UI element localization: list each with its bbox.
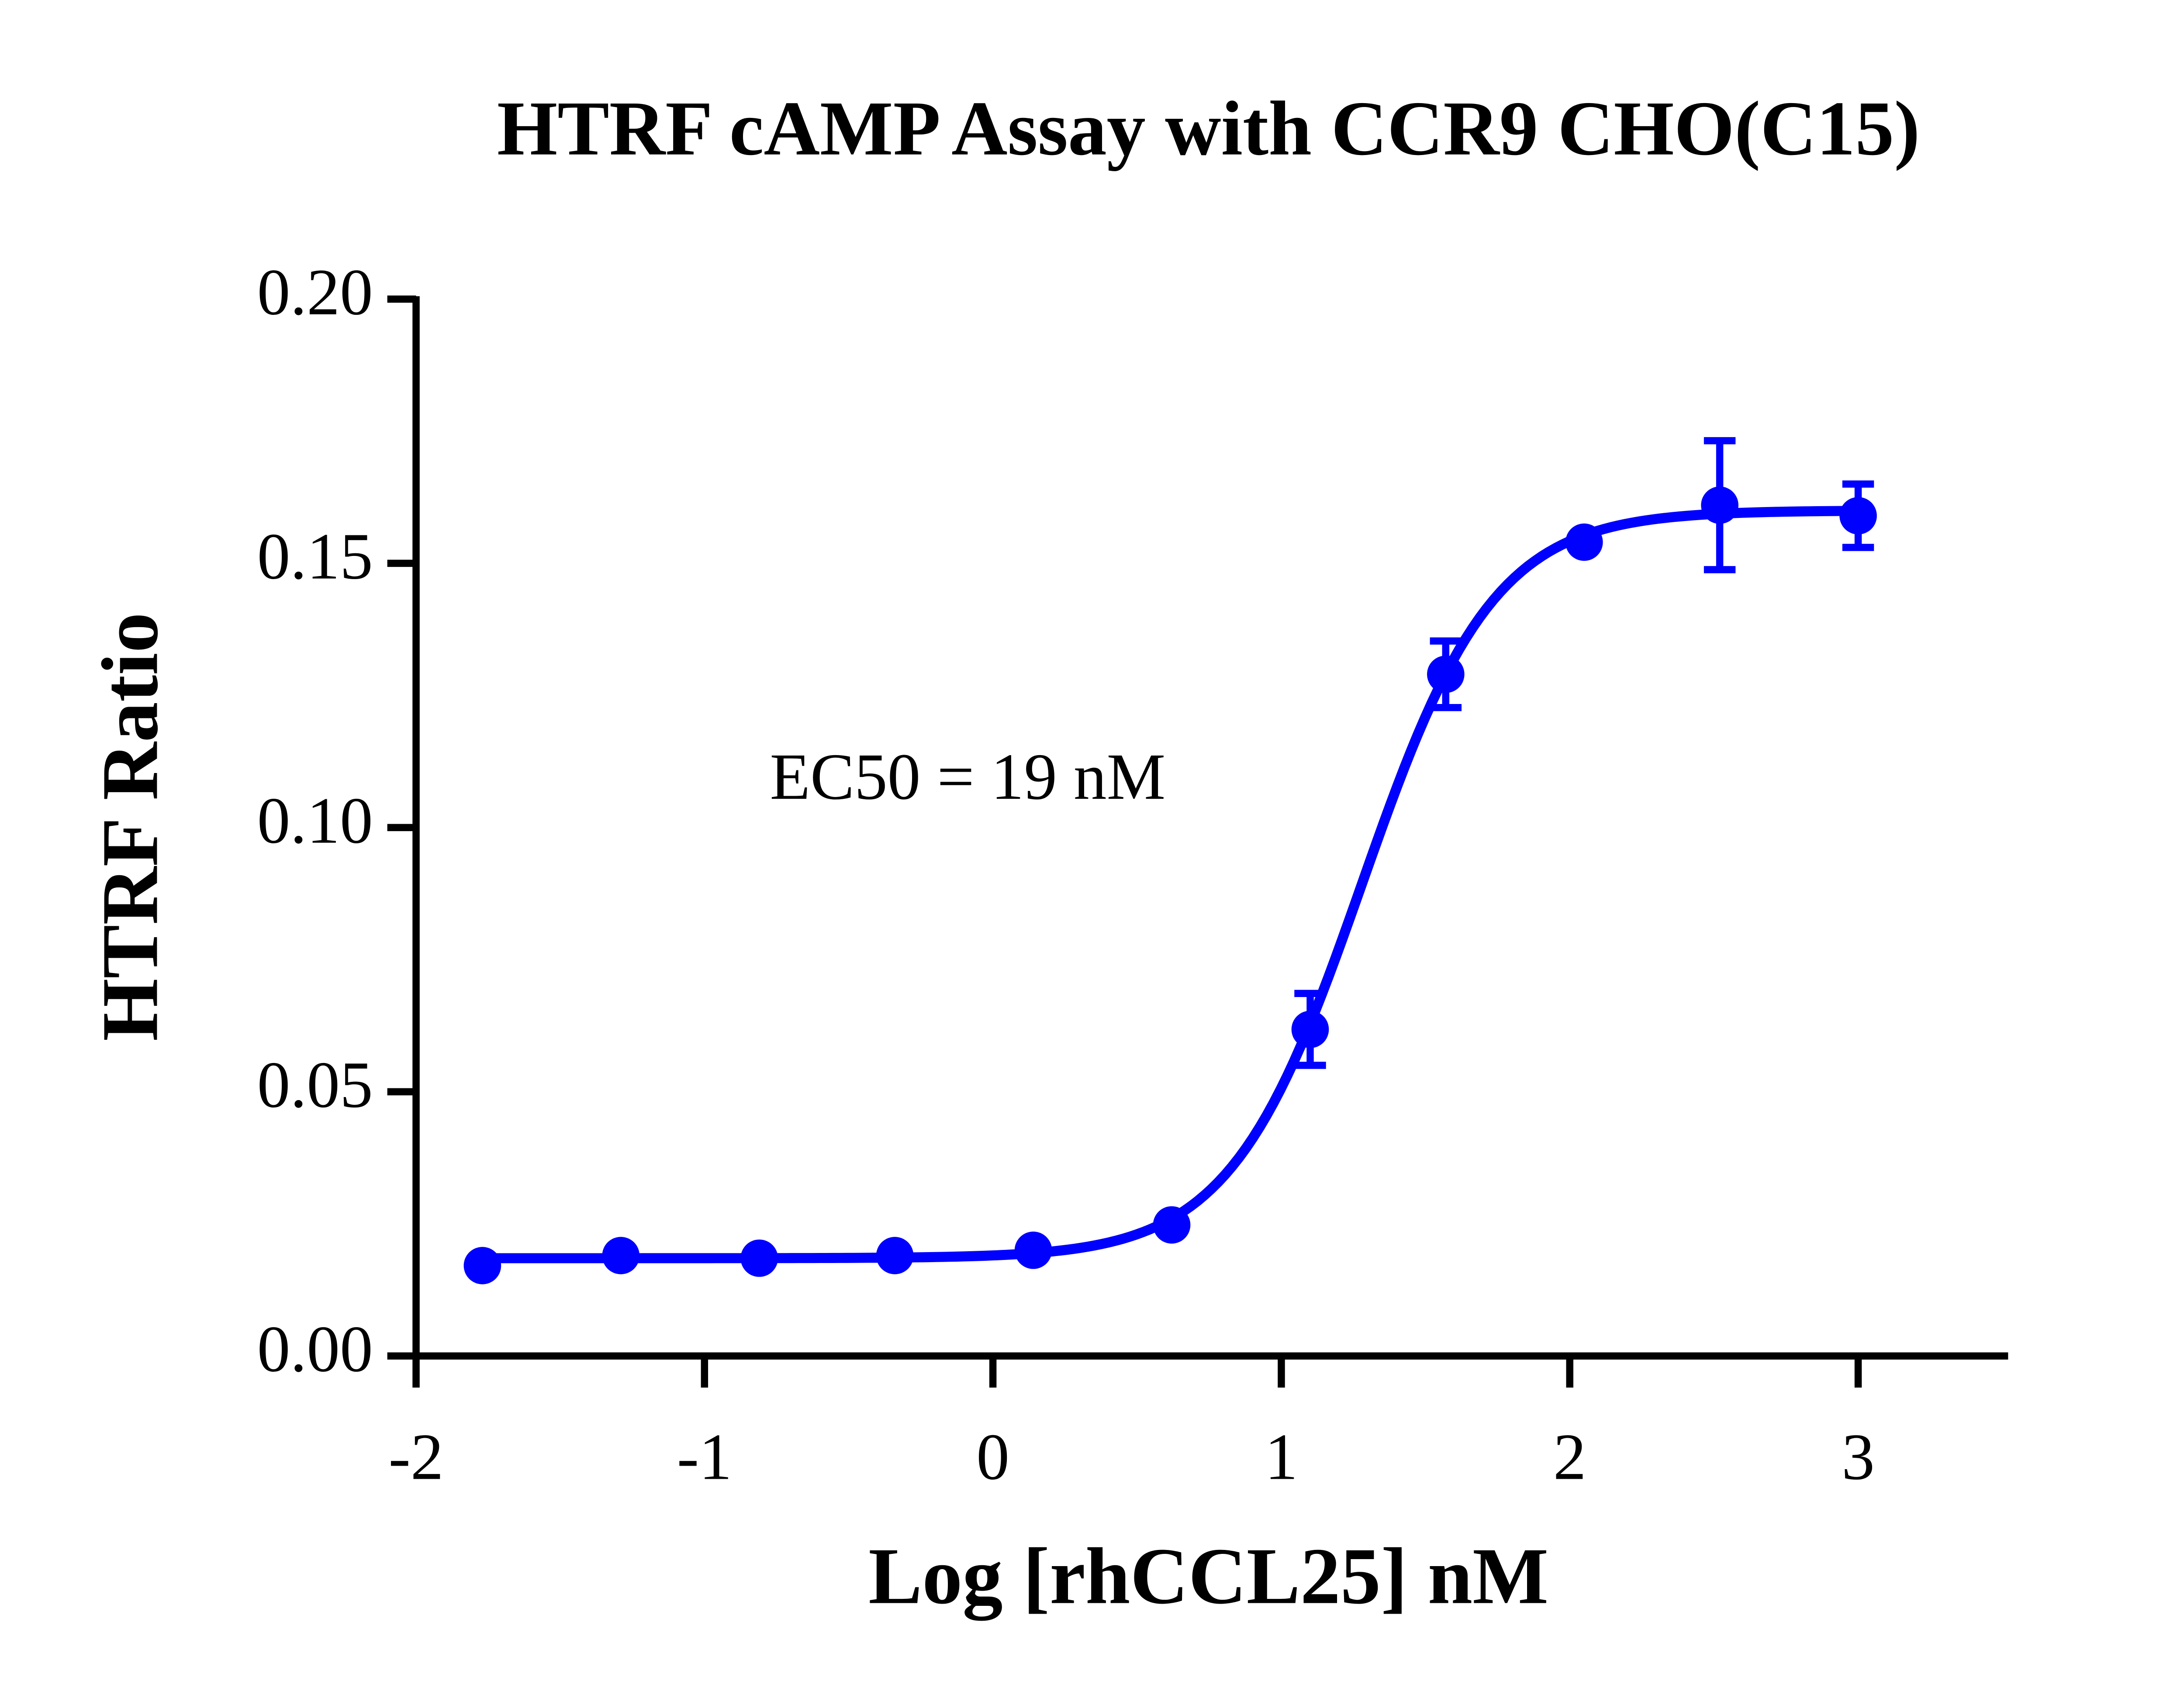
data-point [463,1247,501,1284]
y-axis-title: HTRF Ratio [85,612,174,1041]
x-tick-label: 1 [1265,1420,1298,1494]
x-tick-label: 2 [1553,1420,1586,1494]
data-point [876,1237,914,1274]
y-tick-label: 0.15 [257,520,373,593]
x-tick-label: 3 [1842,1420,1875,1494]
x-tick-label: 0 [976,1420,1009,1494]
data-point [1839,497,1877,535]
data-point [602,1237,640,1274]
fit-curve [482,506,1859,1263]
chart-title: HTRF cAMP Assay with CCR9 CHO(C15) [497,86,1920,172]
data-point [1291,1011,1329,1048]
data-point [1427,656,1465,693]
x-tick-label: -2 [388,1420,443,1494]
y-tick-label: 0.20 [257,255,373,329]
x-axis-title: Log [rhCCL25] nM [868,1532,1548,1621]
annotation: EC50 = 19 nM [770,740,1166,813]
data-point [1701,486,1738,524]
data-point [1153,1206,1191,1244]
y-tick-label: 0.05 [257,1048,373,1122]
data-point [1565,523,1603,561]
x-tick-label: -1 [677,1420,732,1494]
data-point [740,1239,778,1277]
data-point [1014,1232,1052,1269]
y-tick-label: 0.00 [257,1312,373,1386]
y-tick-label: 0.10 [257,784,373,857]
